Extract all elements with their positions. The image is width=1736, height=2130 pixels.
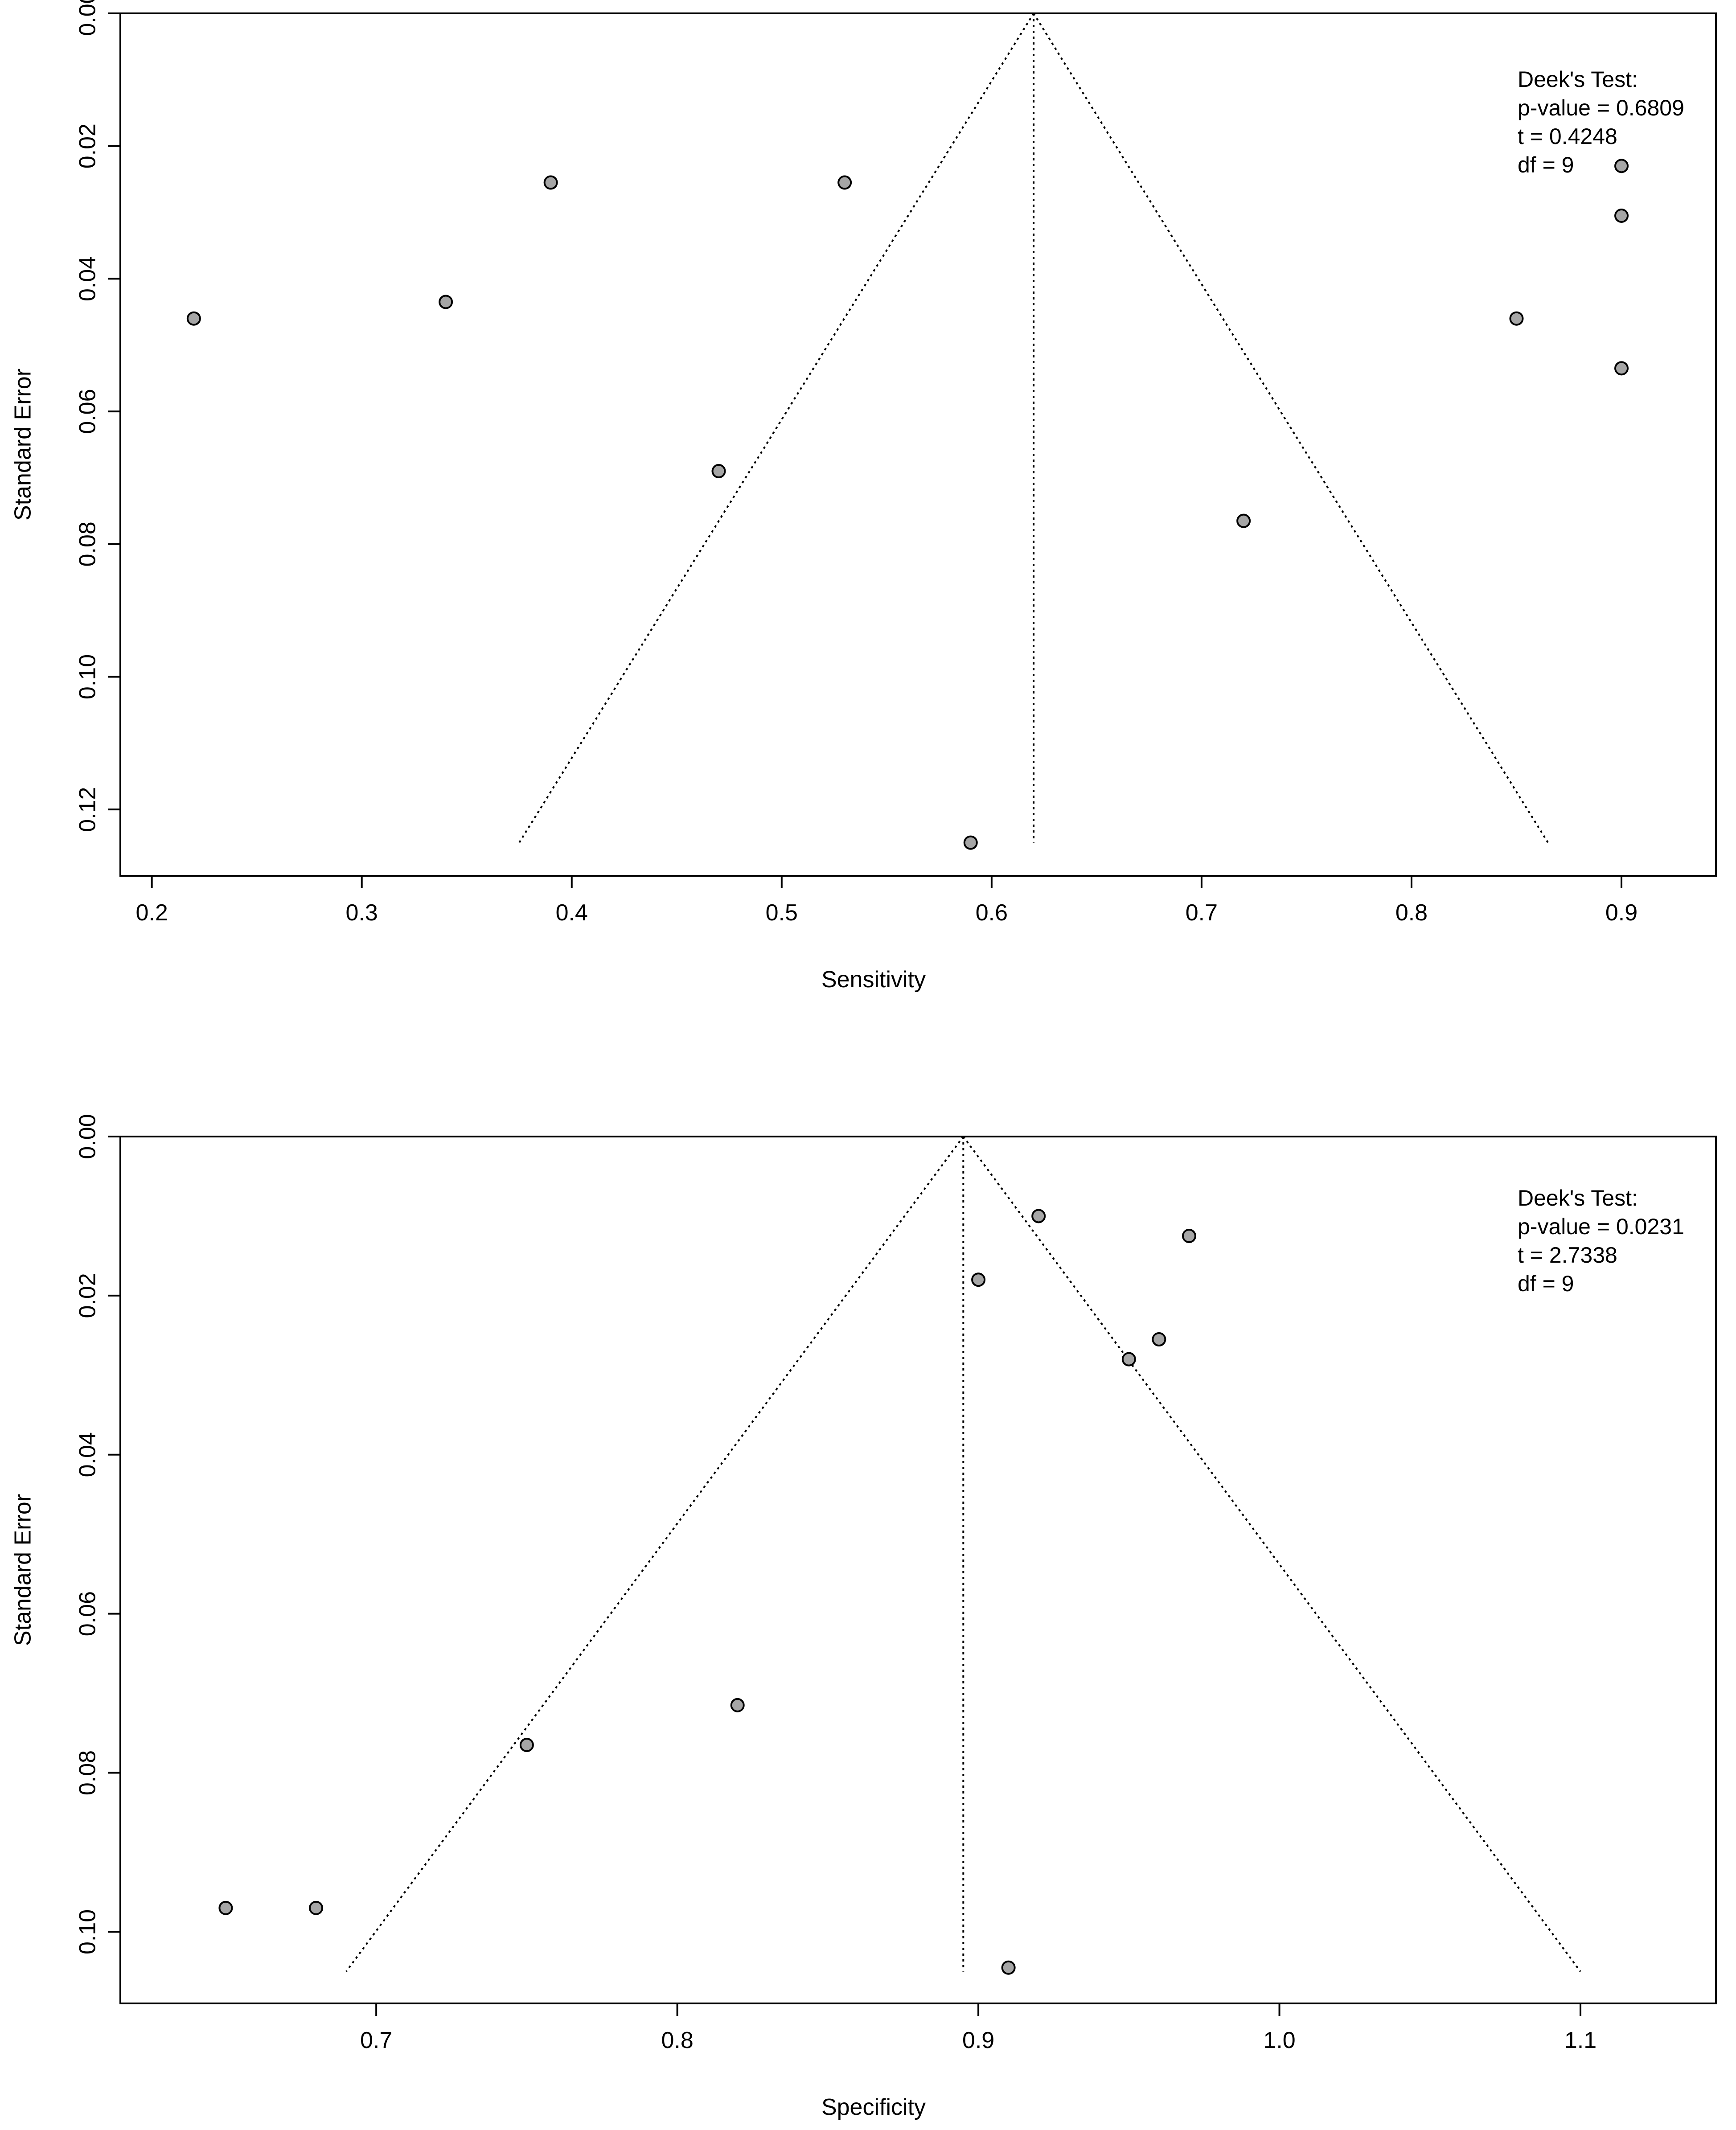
y-tick-label: 0.04: [75, 1432, 101, 1477]
x-tick-label: 0.9: [962, 2027, 994, 2053]
x-tick-label: 0.7: [1186, 900, 1218, 926]
y-tick-label: 0.12: [75, 787, 101, 832]
deeks-test-line: df = 9: [1518, 1271, 1574, 1296]
y-tick-label: 0.04: [75, 256, 101, 301]
data-point: [1614, 208, 1629, 223]
data-point: [439, 295, 453, 309]
data-point: [971, 1272, 986, 1287]
deeks-test-line: p-value = 0.0231: [1518, 1214, 1684, 1239]
data-point: [543, 175, 558, 190]
x-tick-label: 0.5: [766, 900, 798, 926]
data-point: [1152, 1332, 1166, 1347]
deeks-test-line: p-value = 0.6809: [1518, 95, 1684, 120]
y-axis-title: Standard Error: [10, 369, 36, 521]
y-tick-label: 0.06: [75, 1591, 101, 1636]
funnel-right-line: [962, 1136, 1581, 1972]
y-tick-label: 0.10: [75, 1909, 101, 1954]
y-tick-label: 0.08: [75, 521, 101, 566]
data-point: [1031, 1209, 1046, 1223]
data-point: [963, 835, 978, 850]
data-point: [1182, 1229, 1196, 1244]
data-point: [1236, 513, 1251, 528]
y-tick-label: 0.06: [75, 389, 101, 434]
data-point: [730, 1698, 745, 1712]
x-axis-title: Sensitivity: [821, 967, 926, 993]
x-tick-label: 0.4: [556, 900, 588, 926]
y-axis-title: Standard Error: [10, 1494, 36, 1646]
data-point: [519, 1738, 534, 1752]
deeks-test-line: df = 9: [1518, 152, 1574, 177]
data-point: [218, 1900, 233, 1915]
x-tick-label: 1.1: [1564, 2027, 1596, 2053]
data-point: [837, 175, 852, 190]
y-tick-label: 0.00: [75, 1114, 101, 1159]
data-point: [1001, 1960, 1016, 1975]
data-point: [1614, 361, 1629, 376]
deeks-test-line: t = 0.4248: [1518, 124, 1617, 149]
chart-panel-1: 0.2 0.3 0.4 0.5 0.6 0.7 0.8 0.9 0.00 0.02 0.04 0.06…: [10, 0, 1717, 993]
data-point: [1614, 159, 1629, 173]
y-tick-label: 0.08: [75, 1750, 101, 1795]
deeks-test-heading: Deek's Test:: [1518, 1186, 1638, 1211]
x-tick-label: 0.3: [346, 900, 378, 926]
deeks-test-line: t = 2.7338: [1518, 1243, 1617, 1268]
y-tick-label: 0.10: [75, 654, 101, 699]
chart-panel-2: 0.7 0.8 0.9 1.0 1.1 0.00 0.02 0.04 0.06 0.08 0.10 S…: [10, 1114, 1717, 2120]
x-tick-label: 0.2: [136, 900, 168, 926]
x-tick-label: 0.7: [360, 2027, 392, 2053]
deeks-test-heading: Deek's Test:: [1518, 67, 1638, 92]
funnel-right-line: [1033, 12, 1549, 843]
x-tick-label: 0.9: [1605, 900, 1638, 926]
data-point: [309, 1900, 324, 1915]
x-tick-label: 0.6: [976, 900, 1008, 926]
y-tick-label: 0.02: [75, 1273, 101, 1318]
plot-frame: [119, 1136, 1717, 2004]
plot-frame: [119, 12, 1717, 877]
funnel-left-line: [345, 1136, 964, 1972]
x-axis-title: Specificity: [821, 2094, 926, 2120]
funnel-left-line: [518, 12, 1034, 843]
y-tick-label: 0.00: [75, 0, 101, 36]
data-point: [711, 464, 726, 479]
data-point: [186, 311, 201, 326]
x-tick-label: 0.8: [661, 2027, 693, 2053]
data-point: [1509, 311, 1524, 326]
x-tick-label: 0.8: [1395, 900, 1428, 926]
y-tick-label: 0.02: [75, 123, 101, 168]
data-point: [1121, 1352, 1136, 1367]
x-tick-label: 1.0: [1263, 2027, 1295, 2053]
